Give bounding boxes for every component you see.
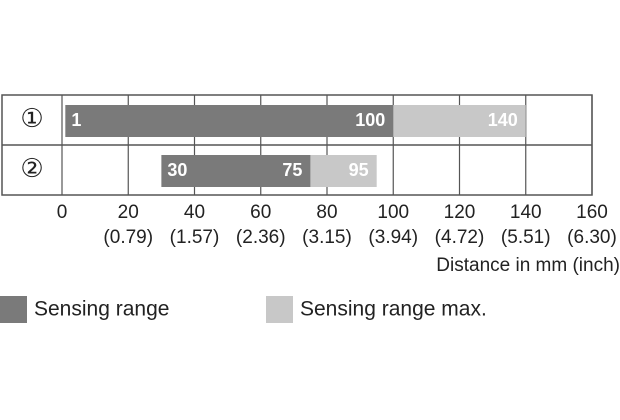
bar [65, 105, 394, 137]
bar-max [393, 105, 526, 137]
x-tick-label: 40 [184, 202, 205, 223]
legend-label: Sensing range max. [300, 298, 487, 321]
x-tick-inch-label: (3.94) [368, 227, 418, 248]
x-tick-label: 20 [118, 202, 139, 223]
value-label: 95 [349, 160, 369, 180]
x-tick-label: 100 [377, 202, 409, 223]
value-label: 100 [355, 110, 385, 130]
x-tick-inch-label: (6.30) [567, 227, 617, 248]
value-label: 30 [167, 160, 187, 180]
x-tick-inch-label: (1.57) [170, 227, 220, 248]
legend-swatch [266, 296, 293, 323]
x-tick-label: 120 [444, 202, 476, 223]
x-tick-label: 140 [510, 202, 542, 223]
category-label: ① [20, 103, 43, 133]
x-tick-inch-label: (3.15) [302, 227, 352, 248]
value-label: 140 [488, 110, 518, 130]
bar [161, 155, 311, 187]
x-axis-label: Distance in mm (inch) [436, 255, 620, 276]
x-tick-inch-label: (0.79) [103, 227, 153, 248]
x-tick-inch-label: (4.72) [435, 227, 485, 248]
legend-swatch [0, 296, 27, 323]
bar-max [310, 155, 377, 187]
value-label: 1 [71, 110, 81, 130]
x-tick-label: 0 [57, 202, 68, 223]
legend-label: Sensing range [34, 298, 169, 321]
x-tick-label: 80 [316, 202, 337, 223]
x-tick-label: 160 [576, 202, 608, 223]
x-tick-label: 60 [250, 202, 271, 223]
category-label: ② [20, 153, 43, 183]
value-label: 75 [282, 160, 302, 180]
x-tick-inch-label: (2.36) [236, 227, 286, 248]
x-tick-inch-label: (5.51) [501, 227, 551, 248]
